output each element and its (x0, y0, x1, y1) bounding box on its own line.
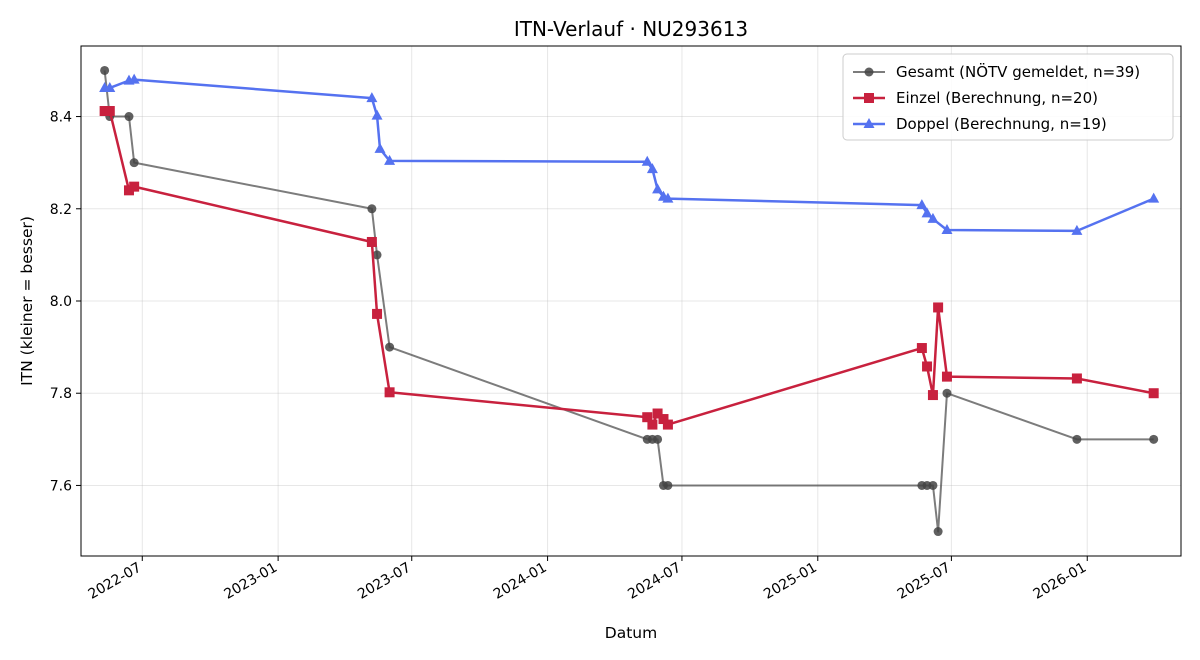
chart-title: ITN-Verlauf · NU293613 (514, 17, 748, 41)
data-point-triangle (662, 192, 674, 203)
data-point-triangle (927, 212, 939, 223)
data-point-circle (1072, 434, 1082, 444)
data-point-square (941, 371, 952, 382)
data-point-square (652, 408, 663, 419)
data-point-square (642, 412, 653, 423)
data-point-square (104, 106, 115, 117)
data-point-square (658, 414, 669, 425)
y-tick-label: 7.6 (50, 478, 72, 494)
series-1-group (99, 106, 1159, 430)
data-point-square (933, 302, 944, 313)
data-point-triangle (384, 154, 396, 165)
legend-label-1: Einzel (Berechnung, n=20) (896, 89, 1098, 107)
data-point-square (916, 343, 927, 354)
data-point-square (372, 308, 383, 319)
data-point-square (1148, 388, 1159, 399)
data-point-square (1071, 373, 1082, 384)
series-0-group (100, 65, 1159, 537)
y-tick-label: 7.8 (50, 386, 72, 402)
data-point-circle (663, 480, 673, 490)
data-point-square (384, 387, 395, 398)
legend-marker-1 (864, 93, 874, 103)
data-point-triangle (104, 81, 116, 92)
y-tick-label: 8.4 (50, 110, 72, 126)
data-point-triangle (646, 163, 658, 174)
data-point-circle (1149, 434, 1159, 444)
y-tick-label: 8.0 (50, 294, 72, 310)
legend-marker-2 (863, 118, 875, 128)
legend-label-0: Gesamt (NÖTV gemeldet, n=39) (896, 62, 1140, 81)
data-point-square (662, 419, 673, 430)
data-point-circle (124, 112, 134, 122)
data-point-square (129, 181, 140, 192)
data-point-triangle (371, 109, 383, 120)
data-point-triangle (641, 155, 653, 166)
data-point-triangle (374, 142, 386, 153)
data-point-triangle (652, 183, 664, 194)
data-point-circle (385, 342, 395, 352)
data-point-circle (653, 434, 663, 444)
legend: Gesamt (NÖTV gemeldet, n=39) Einzel (Bere… (842, 53, 1174, 141)
data-point-square (922, 361, 933, 372)
data-point-triangle (921, 207, 933, 218)
legend-marker-0 (864, 67, 874, 77)
data-point-square (99, 106, 110, 117)
y-axis-label: ITN (kleiner = besser) (18, 216, 36, 386)
data-point-triangle (916, 199, 928, 210)
data-point-circle (100, 65, 110, 75)
series-layer (99, 65, 1160, 537)
data-point-circle (942, 388, 952, 398)
data-point-square (123, 185, 134, 196)
data-point-circle (129, 158, 139, 168)
y-tick-label: 8.2 (50, 202, 72, 218)
legend-box (842, 53, 1174, 141)
data-point-triangle (128, 73, 140, 84)
data-point-square (366, 236, 377, 247)
data-point-triangle (366, 92, 378, 103)
y-axis: 7.6 7.8 8.0 8.2 8.4 (50, 110, 81, 494)
data-point-circle (928, 480, 938, 490)
data-point-circle (933, 527, 943, 537)
data-point-square (927, 390, 938, 401)
data-point-triangle (1148, 192, 1160, 203)
data-point-square (647, 419, 658, 430)
data-point-circle (372, 250, 382, 260)
data-point-triangle (941, 223, 953, 234)
x-axis-label: Datum (605, 624, 657, 642)
data-point-triangle (1071, 224, 1083, 235)
legend-label-2: Doppel (Berechnung, n=19) (896, 115, 1107, 133)
data-point-circle (367, 204, 377, 214)
series-2-group (99, 73, 1160, 235)
